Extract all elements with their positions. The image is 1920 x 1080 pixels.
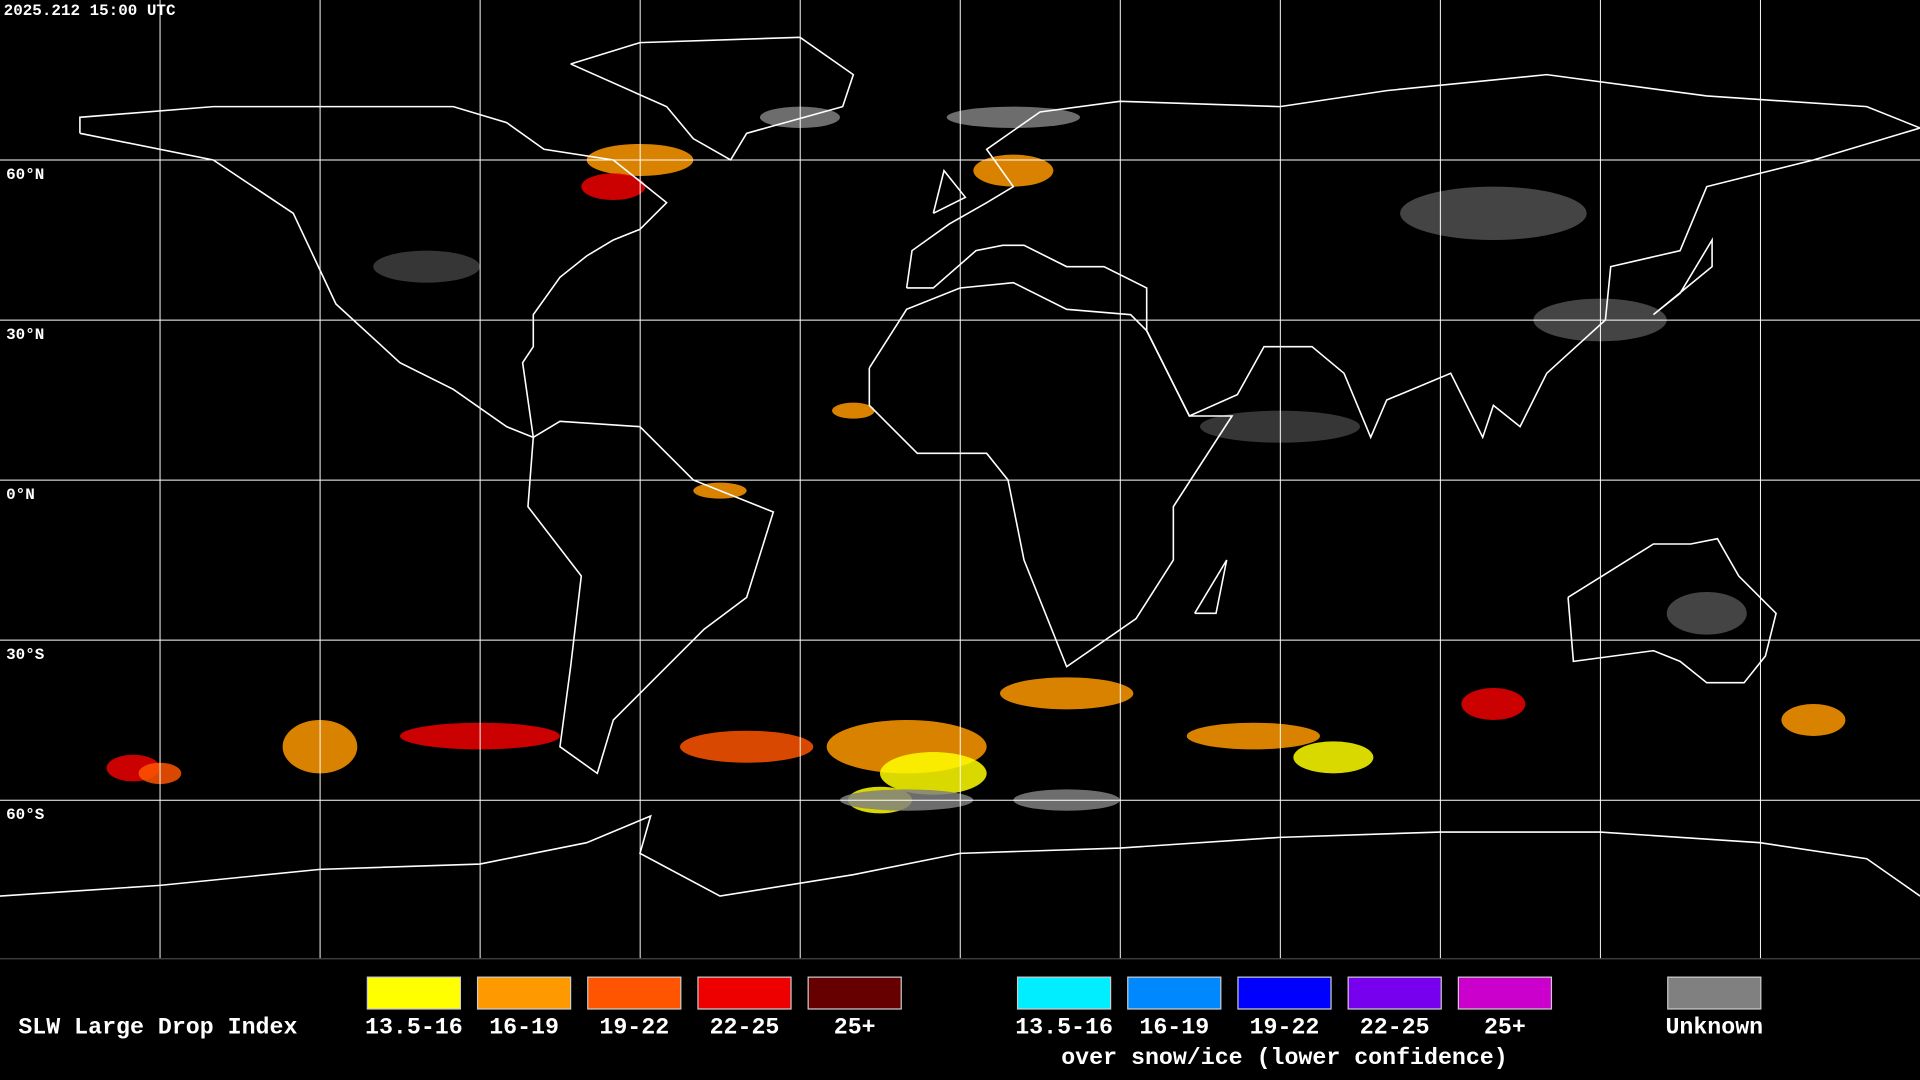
cloud-patch xyxy=(1293,741,1374,774)
cloud-patch xyxy=(1186,722,1321,750)
cloud-patch xyxy=(973,154,1054,187)
coastline xyxy=(868,281,1234,668)
cloud-patch xyxy=(1666,592,1747,635)
legend-swatch xyxy=(697,976,792,1010)
legend-label: 25+ xyxy=(1484,1014,1526,1040)
coastline xyxy=(905,73,1920,440)
cloud-patch xyxy=(1400,186,1587,240)
legend-swatch xyxy=(1667,976,1762,1010)
legend-swatch xyxy=(1237,976,1332,1010)
cloud-patch xyxy=(373,250,480,283)
cloud-patch xyxy=(831,402,875,419)
coastline xyxy=(1567,537,1777,684)
graticule xyxy=(0,0,1920,959)
latitude-label: 30°S xyxy=(6,646,45,664)
legend-swatch xyxy=(587,976,682,1010)
cloud-patch xyxy=(1461,688,1526,721)
cloud-patch xyxy=(1000,677,1134,710)
legend-label: 19-22 xyxy=(599,1014,669,1040)
coastline xyxy=(1194,559,1228,615)
legend-swatch xyxy=(807,976,902,1010)
legend-label: 16-19 xyxy=(489,1014,559,1040)
legend-title: SLW Large Drop Index xyxy=(18,1014,297,1040)
legend-swatch xyxy=(476,976,572,1010)
legend-label: 22-25 xyxy=(1360,1014,1430,1040)
legend-label: 19-22 xyxy=(1250,1014,1320,1040)
coastlines xyxy=(0,36,1920,897)
cloud-patch xyxy=(1781,704,1846,737)
timestamp: 2025.212 15:00 UTC xyxy=(4,2,176,20)
legend-swatch xyxy=(1457,976,1553,1010)
cloud-patch xyxy=(679,730,814,763)
coastline xyxy=(1652,237,1713,316)
legend-swatch xyxy=(1016,976,1112,1010)
coastline xyxy=(79,105,668,439)
latitude-label: 30°N xyxy=(6,326,44,344)
cloud-imagery xyxy=(106,106,1846,814)
coastline xyxy=(570,36,855,162)
cloud-patch xyxy=(946,106,1081,128)
legend-label: 16-19 xyxy=(1139,1014,1209,1040)
legend-swatch xyxy=(1347,976,1442,1010)
latitude-label: 60°N xyxy=(6,166,44,184)
legend-label: 13.5-16 xyxy=(1015,1014,1113,1040)
legend-label: 13.5-16 xyxy=(365,1014,463,1040)
latitude-label: 0°N xyxy=(6,486,35,504)
cloud-patch xyxy=(879,752,987,795)
coastline xyxy=(932,168,967,215)
latitude-label: 60°S xyxy=(6,806,45,824)
legend-label: 25+ xyxy=(834,1014,876,1040)
coastline xyxy=(527,420,775,775)
legend-label: 22-25 xyxy=(710,1014,780,1040)
legend-label: Unknown xyxy=(1665,1014,1763,1040)
cloud-patch xyxy=(581,173,646,200)
legend-caption: over snow/ice (lower confidence) xyxy=(1061,1045,1507,1071)
legend-swatch xyxy=(1127,976,1222,1010)
coastline xyxy=(0,814,1920,897)
legend-swatch xyxy=(366,976,462,1010)
